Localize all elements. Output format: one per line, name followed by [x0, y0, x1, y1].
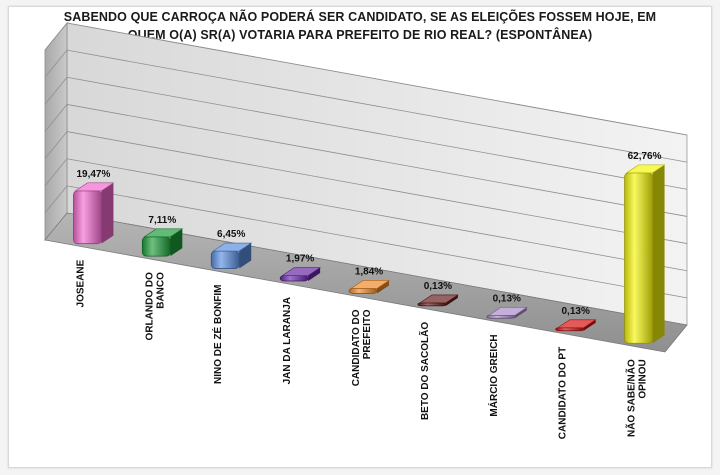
- gridline-side: [44, 185, 68, 214]
- bar-front: [210, 250, 240, 269]
- bar-side: [377, 280, 389, 294]
- bar-6: [417, 294, 459, 307]
- bar-top: [350, 280, 390, 289]
- bar-8: [555, 319, 597, 332]
- gridline-side: [44, 77, 68, 105]
- tick-label-9: NÃO SABE/NÃOOPINOU: [625, 359, 649, 437]
- bar-front: [417, 302, 447, 307]
- chart-title-line-2: QUEM O(A) SR(A) VOTARIA PARA PREFEITO DE…: [127, 28, 593, 42]
- bar-top: [625, 164, 666, 174]
- gridline-side: [44, 22, 68, 51]
- bar-front: [348, 288, 378, 294]
- bar-top: [418, 294, 459, 304]
- tick-label-1: JOSEANE: [75, 259, 86, 307]
- bar-side: [170, 228, 183, 257]
- gridline-side: [44, 131, 68, 159]
- gridline-side: [44, 49, 68, 78]
- tick-label-3: NINO DE ZÉ BONFIM: [211, 285, 224, 384]
- bar-top: [556, 319, 597, 329]
- tick-label-4: JAN DA LARANJA: [282, 297, 293, 384]
- bar-3: [210, 242, 253, 269]
- gridline: [66, 104, 688, 217]
- bar-side: [239, 243, 252, 269]
- bar-5: [348, 280, 390, 294]
- bar-front: [279, 275, 309, 282]
- bar-front: [624, 172, 653, 344]
- bar-2: [141, 228, 184, 257]
- gridline: [66, 158, 688, 272]
- tick-label-8: CANDIDATO DO PT: [558, 347, 569, 439]
- bar-side: [652, 164, 665, 344]
- side-wall: [44, 21, 68, 242]
- bar-top: [281, 267, 322, 276]
- chart-title-line-1: SABENDO QUE CARROÇA NÃO PODERÁ SER CANDI…: [63, 10, 657, 24]
- data-label-4: 1,97%: [286, 254, 314, 265]
- data-label-9: 62,76%: [628, 151, 662, 162]
- tick-label-2: ORLANDO DOBANCO: [144, 272, 166, 341]
- gridline-side: [44, 158, 68, 186]
- bar-9: [624, 164, 666, 344]
- bar-front: [555, 327, 585, 332]
- bar-top: [143, 228, 184, 238]
- data-label-8: 0,13%: [561, 306, 589, 317]
- data-label-3: 6,45%: [217, 229, 245, 240]
- gridline-side: [44, 104, 68, 132]
- data-label-1: 19,47%: [76, 169, 110, 180]
- data-label-2: 7,11%: [148, 215, 176, 226]
- tick-label-7: MÁRCIO GREICH: [487, 334, 500, 416]
- chart-title: SABENDO QUE CARROÇA NÃO PODERÁ SER CANDI…: [60, 8, 660, 44]
- tick-label-5: CANDIDATO DOPREFEITO: [351, 309, 373, 386]
- bar-front: [141, 236, 171, 257]
- data-label-6: 0,13%: [424, 281, 452, 292]
- bar-front: [73, 190, 102, 245]
- bar-4: [279, 267, 322, 282]
- data-label-7: 0,13%: [493, 293, 521, 304]
- bar-side: [445, 294, 458, 306]
- bar-side: [308, 267, 321, 282]
- bar-1: [73, 182, 115, 245]
- bar-top: [212, 242, 253, 252]
- bar-side: [583, 319, 596, 331]
- bar-7: [486, 307, 528, 319]
- gridline: [66, 76, 688, 190]
- bar-side: [101, 182, 114, 244]
- data-label-5: 1,84%: [355, 266, 383, 277]
- bar-top: [74, 182, 115, 192]
- bar-top: [487, 307, 528, 316]
- gridline: [66, 131, 688, 244]
- gridline: [66, 49, 688, 163]
- bar-side: [514, 307, 527, 319]
- gridline: [66, 22, 688, 136]
- gridline: [66, 185, 688, 299]
- bar-front: [486, 314, 516, 319]
- tick-label-6: BETO DO SACOLÃO: [418, 322, 431, 420]
